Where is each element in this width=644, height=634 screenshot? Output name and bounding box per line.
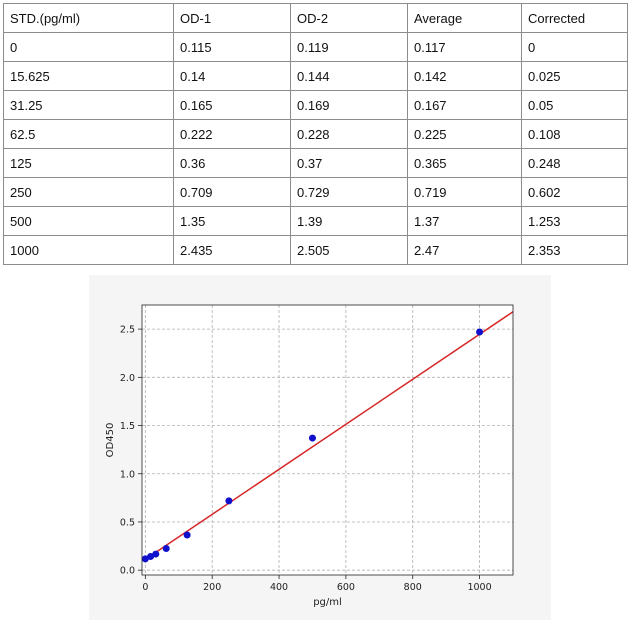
table-cell: 0.117 bbox=[407, 32, 522, 62]
table-cell: 1000 bbox=[3, 235, 174, 265]
y-tick-label: 2.5 bbox=[120, 325, 135, 336]
table-cell: 250 bbox=[3, 177, 174, 207]
data-point bbox=[183, 531, 191, 539]
table-header-cell: OD-2 bbox=[290, 3, 408, 33]
x-tick-label: 400 bbox=[270, 582, 288, 593]
table-row: 250 0.709 0.729 0.719 0.602 bbox=[3, 177, 628, 207]
data-point bbox=[162, 544, 170, 552]
table-cell: 0.228 bbox=[290, 119, 408, 149]
table-row: 1000 2.435 2.505 2.47 2.353 bbox=[3, 235, 628, 265]
table-row: 125 0.36 0.37 0.365 0.248 bbox=[3, 148, 628, 178]
standard-curve-chart: 0 200 400 600 800 1000 0.0 0.5 1.0 1.5 2.0 2.5 pg/ml… bbox=[89, 275, 551, 620]
table-cell: 1.39 bbox=[290, 206, 408, 236]
y-tick-label: 1.5 bbox=[120, 421, 135, 432]
data-point bbox=[152, 550, 160, 558]
data-point bbox=[308, 434, 316, 442]
table-cell: 0.729 bbox=[290, 177, 408, 207]
table-row: 15.625 0.14 0.144 0.142 0.025 bbox=[3, 61, 628, 91]
table-cell: 2.435 bbox=[173, 235, 291, 265]
data-point bbox=[147, 552, 155, 560]
table-row: 62.5 0.222 0.228 0.225 0.108 bbox=[3, 119, 628, 149]
table-cell: 0.142 bbox=[407, 61, 522, 91]
table-cell: 0.119 bbox=[290, 32, 408, 62]
table-cell: 15.625 bbox=[3, 61, 174, 91]
table-row: 500 1.35 1.39 1.37 1.253 bbox=[3, 206, 628, 236]
table-cell: 2.505 bbox=[290, 235, 408, 265]
x-tick-label: 1000 bbox=[467, 582, 491, 593]
table-cell: 125 bbox=[3, 148, 174, 178]
standard-table: STD.(pg/ml) OD-1 OD-2 Average Corrected 0 0.1… bbox=[3, 3, 628, 265]
table-body: 0 0.115 0.119 0.117 0 15.625 0.14 0.144 0.142 0.0… bbox=[3, 32, 628, 265]
table-cell: 2.47 bbox=[407, 235, 522, 265]
data-point bbox=[225, 497, 233, 505]
y-tick-label: 0.0 bbox=[120, 566, 135, 577]
table-cell: 0.602 bbox=[521, 177, 628, 207]
table-cell: 62.5 bbox=[3, 119, 174, 149]
table-cell: 0.05 bbox=[521, 90, 628, 120]
plot-area bbox=[142, 305, 513, 575]
table-cell: 1.37 bbox=[407, 206, 522, 236]
table-cell: 0.365 bbox=[407, 148, 522, 178]
table-row: 0 0.115 0.119 0.117 0 bbox=[3, 32, 628, 62]
table-cell: 0.167 bbox=[407, 90, 522, 120]
table-cell: 0.025 bbox=[521, 61, 628, 91]
table-header-cell: STD.(pg/ml) bbox=[3, 3, 174, 33]
table-cell: 0.225 bbox=[407, 119, 522, 149]
chart-svg: 0 200 400 600 800 1000 0.0 0.5 1.0 1.5 2.0 2.5 pg/ml… bbox=[105, 304, 514, 608]
table-cell: 0.115 bbox=[173, 32, 291, 62]
table-cell: 0.165 bbox=[173, 90, 291, 120]
y-tick-label: 2.0 bbox=[120, 373, 135, 384]
table-cell: 0.36 bbox=[173, 148, 291, 178]
x-tick-label: 800 bbox=[404, 582, 422, 593]
y-axis-label: OD450 bbox=[105, 423, 116, 458]
x-axis-label: pg/ml bbox=[313, 597, 342, 608]
table-cell: 31.25 bbox=[3, 90, 174, 120]
table-header-cell: Average bbox=[407, 3, 522, 33]
table-header-row: STD.(pg/ml) OD-1 OD-2 Average Corrected bbox=[3, 3, 628, 33]
table-row: 31.25 0.165 0.169 0.167 0.05 bbox=[3, 90, 628, 120]
table-cell: 1.253 bbox=[521, 206, 628, 236]
table-cell: 500 bbox=[3, 206, 174, 236]
x-tick-label: 200 bbox=[203, 582, 221, 593]
table-cell: 0.144 bbox=[290, 61, 408, 91]
table-cell: 1.35 bbox=[173, 206, 291, 236]
table-cell: 0.14 bbox=[173, 61, 291, 91]
x-tick-label: 0 bbox=[142, 582, 148, 593]
table-cell: 0 bbox=[521, 32, 628, 62]
table-cell: 0.37 bbox=[290, 148, 408, 178]
table-cell: 0.248 bbox=[521, 148, 628, 178]
y-tick-label: 1.0 bbox=[120, 469, 135, 480]
table-cell: 0.222 bbox=[173, 119, 291, 149]
table-header-cell: OD-1 bbox=[173, 3, 291, 33]
table-cell: 0 bbox=[3, 32, 174, 62]
plot-frame bbox=[141, 304, 514, 576]
table-cell: 0.108 bbox=[521, 119, 628, 149]
table-cell: 2.353 bbox=[521, 235, 628, 265]
table-cell: 0.169 bbox=[290, 90, 408, 120]
table-cell: 0.719 bbox=[407, 177, 522, 207]
data-point bbox=[476, 328, 484, 336]
data-point bbox=[141, 555, 149, 563]
fit-line bbox=[144, 311, 514, 561]
x-tick-label: 600 bbox=[337, 582, 355, 593]
table-cell: 0.709 bbox=[173, 177, 291, 207]
y-tick-label: 0.5 bbox=[120, 517, 135, 528]
table-header-cell: Corrected bbox=[521, 3, 628, 33]
